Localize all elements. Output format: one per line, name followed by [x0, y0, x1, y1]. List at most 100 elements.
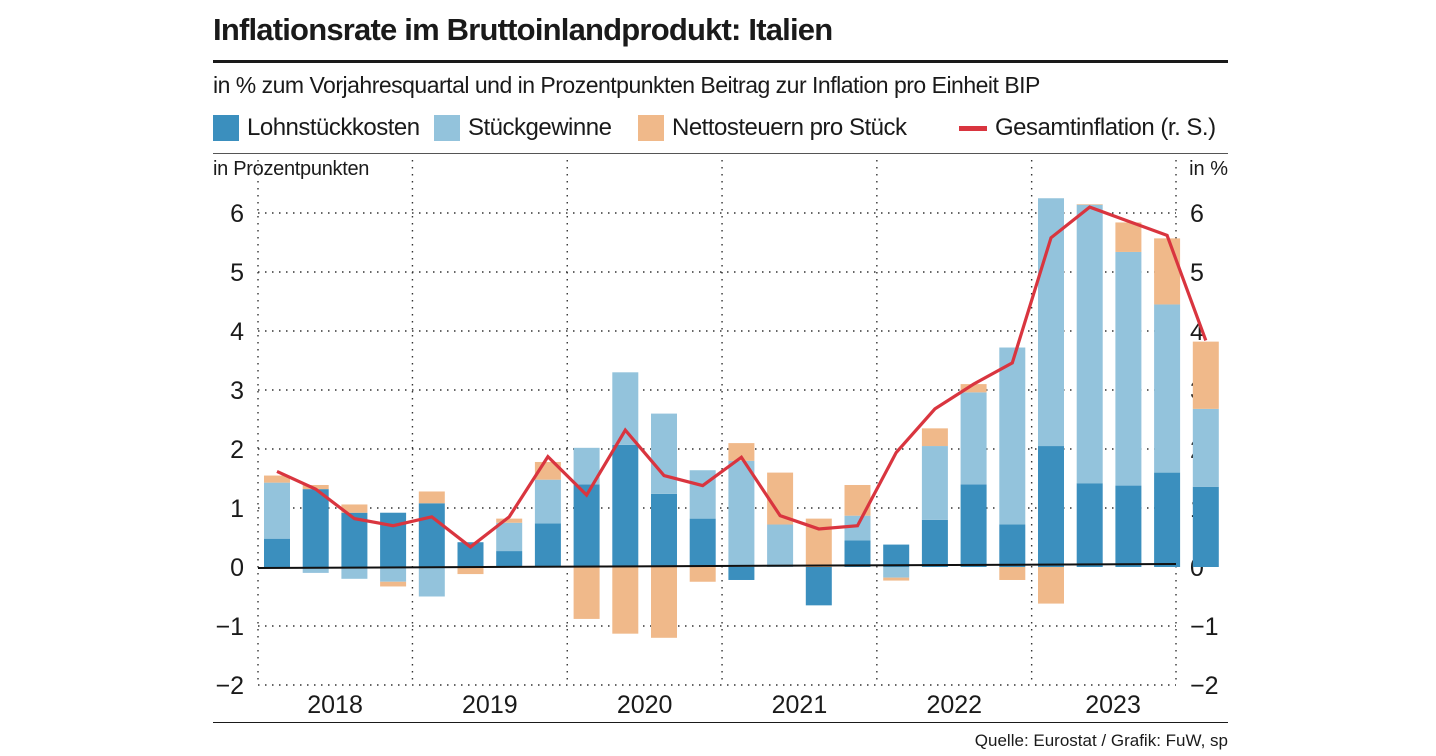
- bar-segment: [1154, 238, 1181, 305]
- bar-segment: [418, 491, 445, 504]
- bar-segment: [844, 515, 871, 541]
- bar-segment: [1038, 446, 1064, 567]
- bar-segment: [960, 392, 987, 485]
- bar-segment: [341, 504, 368, 513]
- bar-segment: [1192, 408, 1219, 487]
- bar-segment: [1192, 341, 1219, 409]
- bar-segment: [1115, 222, 1142, 252]
- bar-segment: [1192, 486, 1219, 567]
- bar-segment: [999, 567, 1026, 580]
- bar-segment: [767, 524, 794, 567]
- legend-label: Stückgewinne: [468, 114, 612, 141]
- legend-swatch-nettosteuern: [638, 115, 664, 141]
- bar-segment: [883, 567, 910, 578]
- legend-item-nettosteuern: Nettosteuern pro Stück: [638, 113, 907, 143]
- y-tick-label-left: 4: [230, 318, 244, 346]
- zero-baseline: [257, 563, 1177, 569]
- bar-segment: [380, 567, 407, 582]
- bar-segment: [651, 567, 677, 638]
- y-tick-label-right: 6: [1190, 200, 1204, 228]
- bar-segment: [573, 484, 600, 567]
- right-axis-title: in %: [1189, 158, 1228, 180]
- bar-segment: [689, 518, 716, 567]
- bar-segment: [728, 567, 755, 580]
- legend: Lohnstückkosten Stückgewinne Nettosteuer…: [213, 113, 1228, 143]
- title-rule: [213, 60, 1228, 63]
- bar-segment: [844, 540, 871, 567]
- bar-segment: [728, 460, 755, 567]
- x-year-label: 2019: [462, 691, 518, 719]
- legend-label: Gesamtinflation (r. S.): [995, 114, 1216, 141]
- legend-swatch-lohnstueckkosten: [213, 115, 239, 141]
- bar-segment: [960, 384, 987, 393]
- chart-title: Inflationsrate im Bruttoinlandprodukt: I…: [213, 12, 833, 47]
- bar-segment: [921, 428, 948, 447]
- bar-segment: [341, 567, 368, 579]
- bar-segment: [883, 577, 910, 581]
- legend-swatch-stueckgewinne: [434, 115, 460, 141]
- bar-segment: [999, 524, 1026, 567]
- x-year-label: 2018: [307, 691, 363, 719]
- bar-segment: [264, 482, 290, 539]
- bar-segment: [999, 347, 1026, 525]
- y-tick-label-left: 6: [230, 200, 244, 228]
- y-tick-label-left: 0: [230, 554, 244, 582]
- bar-segment: [302, 489, 329, 567]
- bar-segment: [651, 493, 677, 567]
- legend-rule: [213, 153, 1228, 154]
- bar-segment: [534, 479, 561, 524]
- y-tick-label-left: 3: [230, 377, 244, 405]
- source-note: Quelle: Eurostat / Grafik: FuW, sp: [974, 731, 1228, 750]
- bar-segment: [1076, 204, 1103, 484]
- y-tick-label-left: 5: [230, 259, 244, 287]
- bar-segment: [264, 475, 290, 483]
- bar-segment: [418, 503, 445, 567]
- y-tick-label-left: 1: [230, 495, 244, 523]
- legend-item-stueckgewinne: Stückgewinne: [434, 113, 612, 143]
- y-tick-label-left: −2: [215, 672, 244, 700]
- bottom-rule: [213, 722, 1228, 723]
- x-year-label: 2022: [926, 691, 982, 719]
- bar-segment: [960, 484, 987, 567]
- legend-item-gesamtinflation: Gesamtinflation (r. S.): [959, 113, 1216, 143]
- bar-segment: [1154, 304, 1181, 473]
- bar-segment: [302, 567, 329, 573]
- x-year-label: 2021: [772, 691, 828, 719]
- y-tick-label-left: 2: [230, 436, 244, 464]
- y-tick-label-right: −1: [1190, 613, 1219, 641]
- bar-segment: [805, 567, 832, 606]
- x-year-label: 2020: [617, 691, 673, 719]
- bar-segment: [418, 567, 445, 597]
- y-tick-label-right: −2: [1190, 672, 1219, 700]
- line-gesamtinflation: [276, 205, 1208, 549]
- bar-segment: [612, 444, 639, 567]
- bar-segment: [612, 372, 639, 445]
- bar-segment: [1038, 198, 1064, 447]
- y-tick-label-left: −1: [215, 613, 244, 641]
- legend-swatch-gesamtinflation: [959, 125, 987, 131]
- bar-segment: [496, 551, 523, 567]
- bar-segment: [534, 523, 561, 567]
- bar-segment: [1076, 204, 1103, 205]
- legend-label: Lohnstückkosten: [247, 114, 420, 141]
- bar-segment: [612, 567, 639, 634]
- left-axis-title: in Prozentpunkten: [213, 158, 370, 180]
- bar-segment: [689, 567, 716, 582]
- chart-subtitle: in % zum Vorjahresquartal und in Prozent…: [213, 72, 1040, 98]
- bar-segment: [921, 519, 948, 567]
- bar-segment: [1115, 251, 1142, 486]
- bar-segment: [1076, 483, 1103, 567]
- bar-segment: [883, 544, 910, 567]
- bar-segment: [728, 443, 755, 461]
- bar-segment: [380, 512, 407, 567]
- bar-segment: [264, 538, 290, 567]
- bar-segment: [496, 522, 523, 552]
- bar-segment: [1154, 472, 1181, 567]
- bar-segment: [921, 446, 948, 520]
- bar-segment: [1038, 567, 1064, 604]
- bar-segment: [573, 567, 600, 619]
- y-tick-label-right: 5: [1190, 259, 1204, 287]
- legend-label: Nettosteuern pro Stück: [672, 114, 907, 141]
- bar-segment: [651, 413, 677, 494]
